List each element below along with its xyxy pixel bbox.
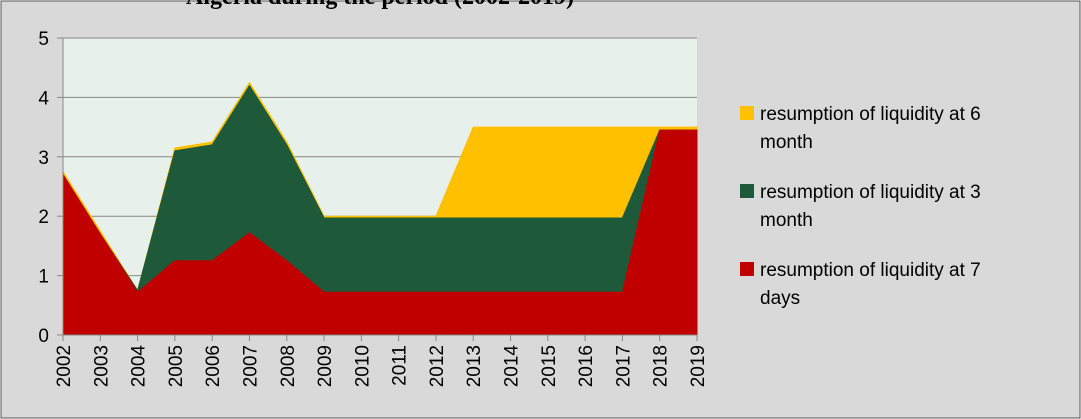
y-tick-label: 4 (38, 88, 49, 109)
x-tick-label: 2016 (576, 345, 597, 387)
legend-label: resumption of liquidity at 7 days (760, 260, 981, 309)
x-tick-label: 2010 (352, 345, 373, 387)
x-tick-label: 2014 (502, 345, 523, 388)
x-tick-label: 2002 (54, 345, 75, 387)
x-tick-label: 2019 (688, 345, 709, 387)
x-tick-label: 2006 (203, 345, 224, 387)
legend-swatch (740, 184, 754, 198)
y-tick-label: 3 (38, 148, 49, 169)
legend-label: resumption of liquidity at 6 month (760, 104, 981, 153)
chart-title: Algeria during the period (2002-2019) (186, 0, 574, 10)
legend-swatch (740, 262, 754, 276)
x-tick-label: 2018 (651, 345, 672, 387)
x-tick-label: 2017 (613, 345, 634, 387)
x-tick-label: 2003 (91, 345, 112, 387)
x-tick-label: 2009 (315, 345, 336, 387)
x-tick-label: 2011 (390, 345, 411, 386)
x-tick-label: 2004 (129, 345, 150, 388)
legend-swatch (740, 106, 754, 120)
y-tick-label: 1 (38, 267, 49, 288)
y-tick-label: 0 (38, 326, 49, 347)
x-tick-label: 2008 (278, 345, 299, 387)
y-tick-label: 5 (38, 29, 49, 50)
x-tick-label: 2015 (539, 345, 560, 387)
x-tick-label: 2013 (464, 345, 485, 387)
x-tick-label: 2005 (166, 345, 187, 387)
x-tick-label: 2012 (427, 345, 448, 387)
y-tick-label: 2 (38, 207, 49, 228)
legend-label: resumption of liquidity at 3 month (760, 182, 981, 231)
area (62, 129, 698, 336)
x-tick-label: 2007 (240, 345, 261, 387)
